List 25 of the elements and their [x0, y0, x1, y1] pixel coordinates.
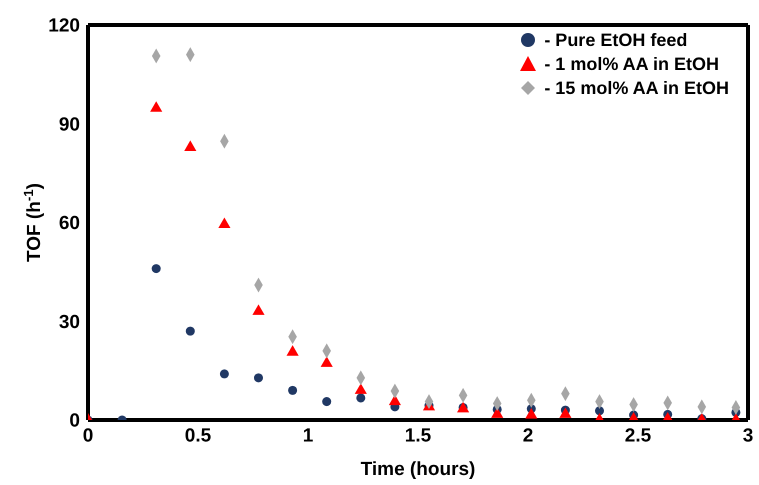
legend-label: - 15 mol% AA in EtOH [544, 77, 729, 100]
y-tick-label: 30 [58, 312, 80, 333]
y-tick-label: 120 [48, 16, 80, 37]
y-tick-label: 90 [58, 114, 80, 136]
point [220, 369, 229, 378]
x-tick-label: 1.5 [404, 425, 432, 446]
y-tick-label: 0 [69, 410, 80, 432]
x-tick-label: 3 [742, 425, 754, 446]
point [322, 397, 332, 406]
point [186, 326, 195, 336]
point [388, 394, 401, 406]
x-axis-title: Time (hours) [360, 459, 476, 480]
legend-label: - 1 mol% AA in EtOH [544, 53, 719, 76]
y-tick-label: 60 [58, 213, 80, 234]
legend-label: - Pure EtOH feed [544, 29, 688, 52]
point [356, 393, 366, 402]
x-tick-label: 0 [82, 425, 94, 446]
x-tick-label: 2 [522, 425, 534, 446]
x-tick-label: 2.5 [624, 425, 652, 446]
x-tick-label: 0.5 [184, 425, 212, 446]
x-tick-label: 1 [302, 425, 314, 446]
point [254, 373, 264, 382]
point [525, 408, 538, 419]
point [152, 264, 161, 274]
point [288, 386, 298, 395]
